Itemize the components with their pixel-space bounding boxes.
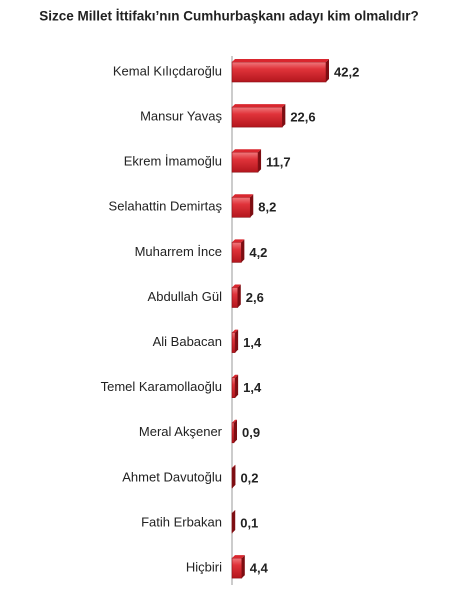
bar-side — [326, 59, 329, 82]
value-label: 0,2 — [240, 470, 258, 485]
bar-top — [232, 59, 329, 62]
value-label: 2,6 — [246, 290, 264, 305]
category-label: Kemal Kılıçdaroğlu — [113, 63, 222, 78]
bar-side — [241, 239, 245, 263]
bar-top — [232, 419, 238, 423]
value-label: 42,2 — [334, 64, 359, 79]
bar-side — [241, 555, 245, 579]
value-label: 1,4 — [243, 335, 262, 350]
bar-top — [232, 284, 241, 288]
value-label: 11,7 — [266, 155, 291, 170]
category-label: Muharrem İnce — [135, 244, 222, 259]
value-label: 0,9 — [242, 425, 260, 440]
bar — [231, 151, 259, 173]
bar — [231, 422, 235, 444]
value-label: 8,2 — [258, 200, 276, 215]
category-label: Temel Karamollaoğlu — [101, 379, 222, 394]
bar-top — [232, 329, 239, 333]
bar-side — [232, 510, 236, 533]
bar-top — [232, 374, 239, 378]
bar-side — [282, 104, 286, 128]
value-label: 4,2 — [249, 245, 267, 260]
category-label: Ekrem İmamoğlu — [124, 154, 222, 169]
bar — [231, 557, 243, 579]
bar-side — [258, 149, 262, 173]
bar-side — [232, 464, 236, 488]
bar — [231, 61, 327, 83]
bar-side — [250, 194, 254, 218]
category-label: Selahattin Demirtaş — [109, 199, 223, 214]
category-label: Abdullah Gül — [148, 289, 223, 304]
bar — [231, 287, 239, 308]
bar-top — [232, 104, 286, 108]
bar-side — [235, 374, 239, 398]
bar-side — [237, 284, 241, 308]
category-label: Fatih Erbakan — [141, 514, 222, 529]
category-label: Ali Babacan — [153, 334, 222, 349]
bar — [231, 197, 251, 218]
category-label: Mansur Yavaş — [140, 109, 222, 124]
bar-top — [232, 194, 254, 198]
value-label: 22,6 — [290, 110, 315, 125]
bar-top — [232, 464, 236, 468]
value-label: 1,4 — [243, 380, 262, 395]
value-label: 4,4 — [250, 561, 269, 576]
bar — [231, 242, 242, 263]
bar-side — [235, 329, 239, 353]
category-label: Hiçbiri — [186, 560, 222, 575]
value-label: 0,1 — [240, 515, 258, 530]
bar-side — [234, 419, 238, 443]
bar-top — [232, 555, 245, 559]
category-label: Meral Akşener — [139, 424, 223, 439]
bar-top — [232, 510, 236, 513]
bar — [231, 332, 236, 353]
category-label: Ahmet Davutoğlu — [122, 469, 222, 484]
bar-top — [232, 149, 262, 153]
chart-title: Sizce Millet İttifakı’nın Cumhurbaşkanı … — [39, 9, 419, 24]
bar — [231, 106, 283, 128]
bar-top — [232, 239, 245, 243]
bar — [231, 377, 236, 399]
